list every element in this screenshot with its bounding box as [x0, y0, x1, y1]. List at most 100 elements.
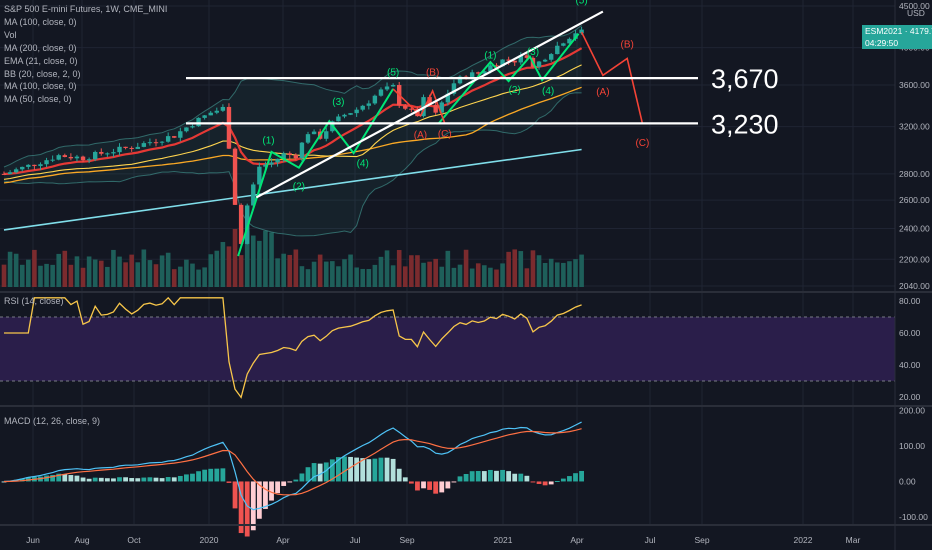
macd-histogram-bar: [323, 462, 329, 482]
volume-bar: [244, 231, 250, 287]
macd-histogram-bar: [293, 479, 299, 482]
candle-body: [445, 93, 451, 103]
macd-histogram-bar: [408, 481, 414, 484]
macd-histogram-bar: [329, 459, 335, 482]
level-label: 3,670: [711, 64, 779, 94]
macd-histogram-bar: [238, 481, 244, 534]
macd-histogram-bar: [19, 478, 25, 482]
volume-bar: [32, 249, 37, 287]
wave-label-up: (5): [575, 0, 587, 7]
volume-bar: [80, 267, 86, 287]
macd-tick-label: 200.00: [899, 406, 925, 416]
volume-bar: [530, 250, 536, 287]
macd-histogram-bar: [220, 468, 226, 482]
candle-body: [287, 153, 292, 155]
candle-body: [500, 59, 505, 67]
macd-histogram-bar: [560, 478, 566, 482]
candle-body: [26, 164, 31, 167]
macd-histogram-bar: [25, 477, 31, 482]
candle-body: [579, 29, 584, 34]
legend-volume[interactable]: Vol: [4, 29, 17, 40]
volume-bar: [402, 266, 408, 287]
volume-bar: [111, 249, 116, 287]
volume-bar: [141, 249, 147, 287]
wave-label-down: (C): [635, 138, 649, 149]
price-tick-label: 3600.00: [899, 80, 930, 90]
volume-bar: [299, 266, 305, 287]
candle-body: [105, 153, 110, 155]
candle-body: [178, 131, 183, 138]
signal-line: [3, 428, 582, 496]
legend-ma100-2[interactable]: MA (100, close, 0): [4, 81, 77, 92]
legend-ma200[interactable]: MA (200, close, 0): [4, 42, 77, 53]
volume-bar: [147, 260, 153, 287]
macd-histogram-bar: [427, 481, 432, 490]
volume-bar: [348, 254, 353, 287]
macd-histogram-bar: [378, 457, 384, 482]
candle-body: [512, 60, 517, 63]
legend-ema21[interactable]: EMA (21, close, 0): [4, 55, 78, 66]
macd-histogram-bar: [494, 470, 499, 482]
legend-bb[interactable]: BB (20, close, 2, 0): [4, 68, 81, 79]
volume-bar: [451, 267, 457, 287]
volume-bar: [488, 267, 493, 287]
candle-body: [165, 136, 171, 142]
volume-bar: [1, 264, 7, 287]
macd-histogram-bar: [481, 471, 487, 482]
rsi-title[interactable]: RSI (14, close): [4, 296, 64, 306]
macd-tick-label: -100.00: [899, 512, 928, 522]
level-label: 3,230: [711, 109, 779, 139]
candle-body: [573, 33, 578, 39]
macd-title[interactable]: MACD (12, 26, close, 9): [4, 416, 101, 426]
time-axis: Jun Aug Oct 2020 Apr Jul Sep 2021 Apr Jul Sep 2022 M…: [26, 535, 860, 545]
candle-body: [469, 72, 475, 79]
volume-bar: [354, 267, 359, 287]
volume-bar: [68, 264, 74, 287]
macd-histogram-bar: [184, 474, 189, 482]
candle-body: [390, 85, 396, 87]
candle-body: [208, 112, 213, 116]
macd-histogram-bar: [263, 481, 268, 509]
macd-histogram-bar: [141, 477, 147, 482]
candlesticks: [1, 26, 584, 247]
volume-bar: [482, 265, 487, 287]
volume-bar: [232, 229, 238, 287]
volume-bar: [463, 249, 469, 287]
level-lines: 3,670 3,230: [186, 64, 779, 139]
time-tick-label: Sep: [694, 535, 709, 545]
candle-body: [324, 131, 329, 139]
candle-body: [20, 166, 25, 170]
legend-ma50[interactable]: MA (50, close, 0): [4, 94, 72, 105]
volume-bar: [238, 255, 244, 287]
macd-histogram-bar: [256, 481, 262, 519]
volume-bar: [196, 269, 201, 287]
macd-histogram-bar: [50, 474, 56, 482]
time-tick-label: Sep: [399, 535, 414, 545]
legend-ma100[interactable]: MA (100, close, 0): [4, 16, 77, 27]
volume-bar: [415, 255, 420, 287]
volume-bar: [427, 261, 432, 287]
volume-bar: [98, 260, 104, 287]
volume-bar: [342, 259, 347, 287]
rsi-tick-label: 40.00: [899, 360, 921, 370]
macd-histogram-bar: [117, 477, 122, 482]
rsi-band-group: [0, 317, 895, 381]
wave-label-down: (B): [621, 40, 634, 51]
wave-label-up: (4): [542, 86, 554, 97]
candle-body: [360, 105, 365, 110]
price-tick-label: 3200.00: [899, 122, 930, 132]
macd-histogram-bar: [129, 478, 135, 482]
macd-tick-label: 0.00: [899, 476, 916, 486]
macd-histogram-bar: [111, 478, 116, 482]
wave-label-down: (B): [426, 67, 439, 78]
wave-label-up: (1): [484, 50, 496, 61]
macd-histogram-bar: [311, 463, 317, 482]
macd-histogram-bar: [530, 481, 536, 483]
volume-bar: [26, 259, 31, 287]
macd-histogram-bar: [208, 468, 214, 482]
volume-bar: [50, 264, 55, 287]
candle-body: [439, 102, 444, 113]
macd-histogram-bar: [573, 473, 578, 482]
